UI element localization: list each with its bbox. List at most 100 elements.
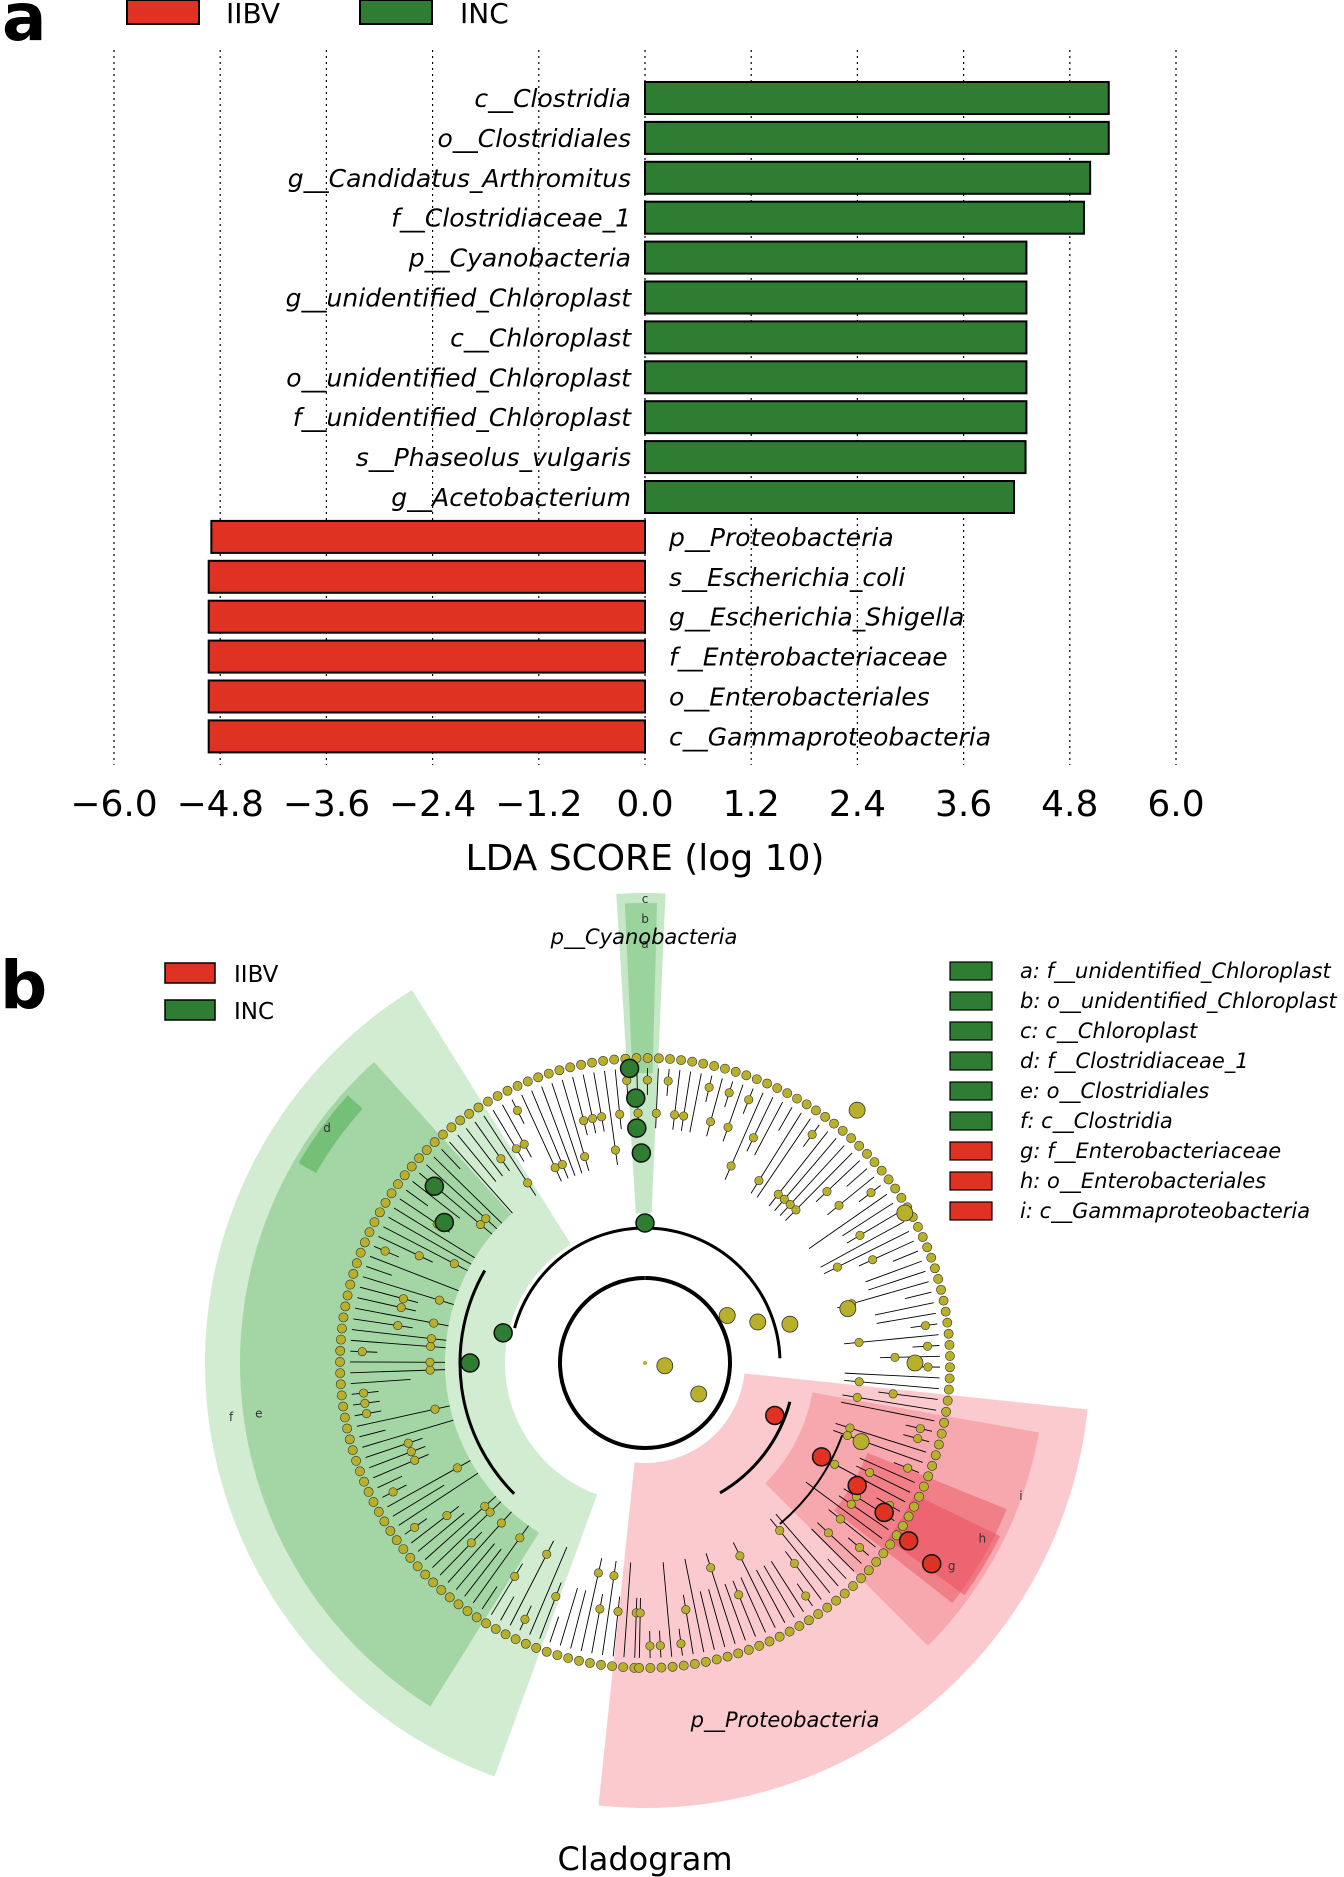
- leaf-node: [541, 1646, 552, 1657]
- leaf-node: [492, 1091, 503, 1101]
- leaf-node: [762, 1078, 773, 1089]
- branch: [865, 1260, 923, 1283]
- branch: [680, 1071, 692, 1131]
- inner-node: [380, 1246, 390, 1256]
- leaf-node: [598, 1055, 608, 1066]
- backbone-ring-5: [779, 1434, 844, 1525]
- leaf-node: [335, 1345, 346, 1356]
- bar-label: p__Proteobacteria: [668, 523, 894, 552]
- leaf-node: [552, 1650, 563, 1661]
- leaf-node: [676, 1055, 687, 1066]
- internal-node: [718, 1307, 736, 1324]
- inner-node: [429, 1318, 439, 1328]
- leaf-node: [574, 1655, 584, 1666]
- branch: [808, 1193, 888, 1249]
- sector-enterobacteriaceae: [887, 1494, 1001, 1596]
- clade-label-cyanobacteria: p__Cyanobacteria: [550, 925, 738, 950]
- branch: [441, 1149, 461, 1170]
- inner-node: [744, 1095, 754, 1105]
- branch: [366, 1266, 392, 1276]
- leaf-node: [883, 1174, 894, 1185]
- leaf-node: [428, 1577, 439, 1588]
- leaf-node: [565, 1062, 576, 1073]
- bar-iibv: [207, 559, 646, 594]
- inner-node: [357, 1347, 367, 1357]
- bar-label: g__unidentified_Chloroplast: [286, 284, 633, 313]
- leaf-node: [355, 1247, 366, 1258]
- branch: [417, 1512, 465, 1552]
- inner-node: [613, 1607, 623, 1617]
- sector-letter: e: [255, 1406, 262, 1420]
- inner-node: [396, 1303, 406, 1313]
- leaf-node: [803, 1615, 814, 1626]
- branch: [770, 1560, 804, 1613]
- x-tick-label: −4.8: [176, 784, 263, 825]
- bar-inc: [644, 400, 1028, 435]
- inner-node: [442, 1511, 452, 1521]
- leaf-node: [490, 1624, 501, 1634]
- leaf-node: [563, 1653, 574, 1664]
- leaf-node: [364, 1227, 375, 1238]
- leaf-node: [473, 1102, 484, 1113]
- branch: [876, 1312, 936, 1324]
- branch: [846, 1168, 868, 1187]
- leaf-node: [782, 1088, 793, 1099]
- leaf-node: [373, 1506, 384, 1517]
- sector-clostridiales: [239, 1062, 540, 1707]
- branch: [820, 1221, 905, 1268]
- branch: [481, 1586, 498, 1610]
- leaf-node: [369, 1217, 380, 1228]
- root-node: [643, 1361, 647, 1365]
- branch: [623, 1562, 632, 1658]
- bar-label: o__Enterobacteriales: [669, 683, 930, 712]
- iibv-node: [874, 1502, 894, 1523]
- inner-node: [868, 1255, 878, 1265]
- bar-inc: [644, 160, 1092, 195]
- inc-node: [631, 1143, 652, 1163]
- inner-node: [801, 1591, 811, 1601]
- leaf-node: [720, 1063, 730, 1074]
- leaf-node: [709, 1061, 720, 1071]
- leaf-node: [510, 1634, 521, 1645]
- branch: [474, 1121, 510, 1172]
- leaf-node: [386, 1188, 397, 1199]
- inner-node: [645, 1641, 655, 1651]
- inner-node: [512, 1105, 522, 1115]
- inner-node: [359, 1388, 369, 1398]
- x-tick-label: −3.6: [283, 784, 370, 825]
- internal-node: [839, 1300, 857, 1318]
- leaf-node: [930, 1450, 941, 1461]
- inner-node: [360, 1398, 370, 1408]
- x-tick-label: −2.4: [389, 784, 476, 825]
- leaf-node: [347, 1445, 358, 1456]
- backbone-ring-2: [513, 1226, 782, 1359]
- leaf-node: [596, 1659, 606, 1670]
- inner-node: [866, 1188, 876, 1198]
- branch: [708, 1589, 726, 1648]
- key-swatch: [949, 1141, 993, 1161]
- leaf-node: [335, 1357, 345, 1367]
- branch: [828, 1509, 876, 1548]
- leaf-node: [831, 1595, 842, 1606]
- leaf-node: [923, 1471, 934, 1482]
- inner-node: [393, 1321, 403, 1331]
- leaf-node: [412, 1561, 423, 1572]
- leaf-node: [741, 1070, 752, 1081]
- leaf-node: [829, 1118, 839, 1129]
- inner-node: [519, 1139, 529, 1149]
- bar-iibv: [210, 519, 646, 554]
- leaf-node: [338, 1312, 349, 1323]
- branch: [464, 1548, 502, 1597]
- leaf-node: [813, 1609, 824, 1619]
- leaf-node: [399, 1170, 410, 1181]
- inner-node: [633, 1108, 643, 1118]
- internal-node: [906, 1354, 924, 1372]
- leaf-node: [876, 1165, 887, 1176]
- inner-node: [655, 1641, 665, 1651]
- inner-node: [557, 1160, 567, 1170]
- branch: [844, 1372, 940, 1379]
- leaf-node: [940, 1306, 951, 1317]
- inner-node: [807, 1130, 817, 1140]
- inc-node: [493, 1323, 513, 1343]
- branch: [373, 1454, 429, 1479]
